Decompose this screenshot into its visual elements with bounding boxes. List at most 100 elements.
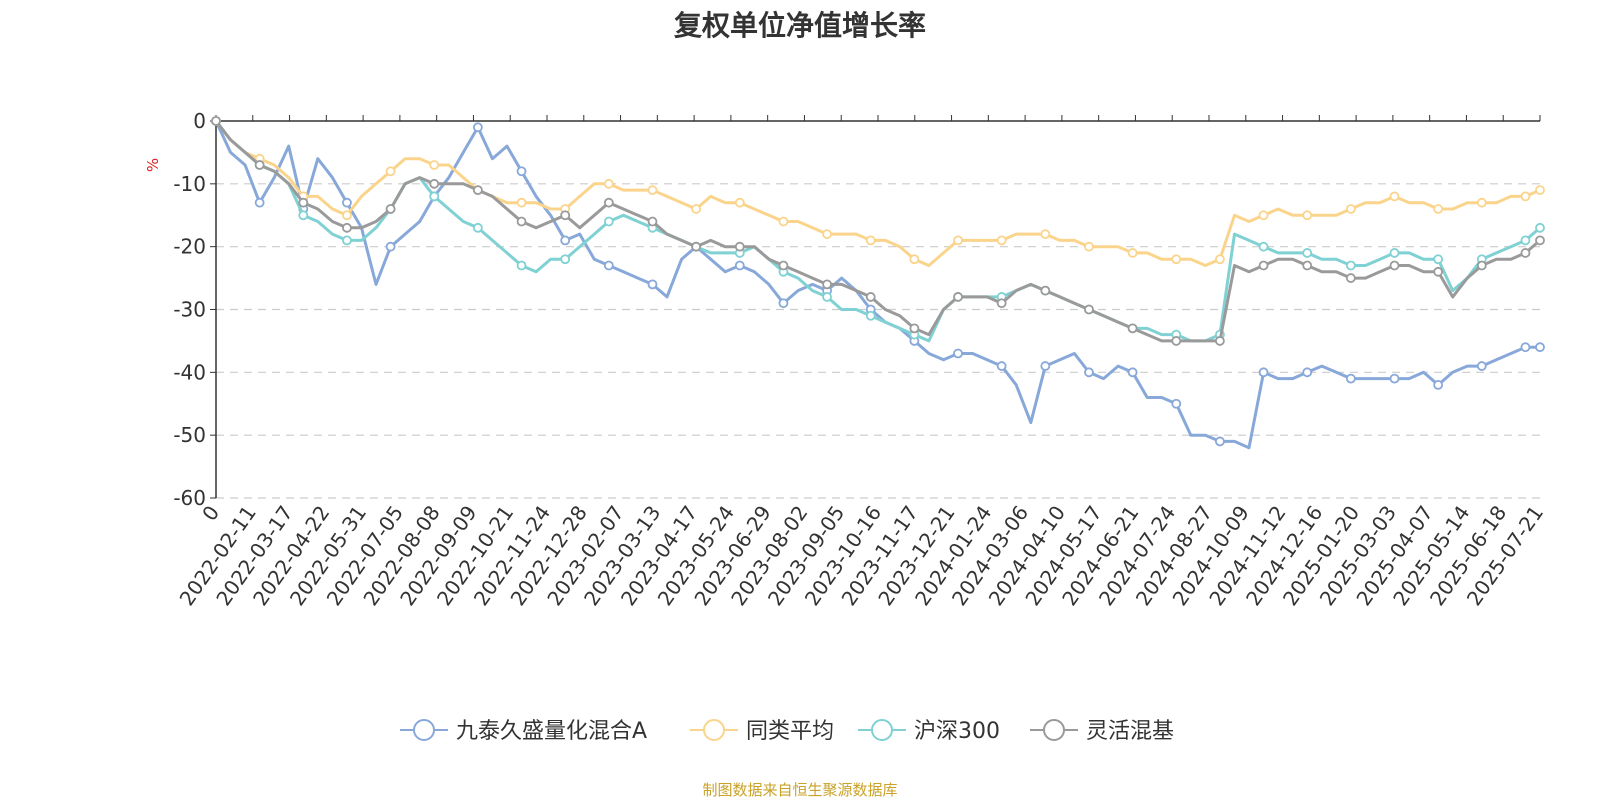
data-point (1389, 260, 1400, 271)
data-point (1215, 336, 1225, 346)
data-point (1127, 248, 1138, 258)
data-point (953, 292, 963, 302)
data-point (603, 197, 614, 208)
data-point (822, 229, 832, 240)
data-point (953, 348, 963, 359)
data-point (1127, 323, 1138, 334)
data-point (472, 185, 483, 196)
source-note: 制图数据来自恒生聚源数据库 (702, 781, 898, 799)
data-point (560, 254, 571, 265)
data-point (342, 222, 352, 233)
data-point (647, 185, 658, 196)
data-point (1040, 229, 1051, 240)
data-point (1127, 367, 1138, 378)
data-point (254, 197, 265, 208)
data-point (342, 197, 352, 208)
data-point (1215, 254, 1225, 265)
data-point (472, 122, 483, 133)
data-point (1535, 185, 1545, 196)
data-point (1389, 248, 1400, 258)
data-point (1476, 197, 1487, 208)
legend-marker (1043, 719, 1065, 741)
data-point (778, 216, 789, 227)
data-point (298, 197, 309, 208)
data-point (1171, 336, 1182, 346)
data-point (1433, 266, 1444, 277)
series-line (214, 120, 1541, 343)
data-point (472, 222, 483, 233)
data-point (1258, 210, 1269, 221)
legend-label: 九泰久盛量化混合A (456, 719, 647, 744)
data-point (865, 235, 876, 246)
data-point (1520, 191, 1531, 202)
legend-label: 同类平均 (746, 719, 834, 744)
data-point (560, 210, 571, 221)
y-tick-label: -20 (173, 235, 206, 259)
data-point (516, 216, 527, 227)
data-point (1433, 254, 1444, 265)
legend-label: 沪深300 (914, 719, 1000, 744)
data-point (865, 310, 876, 321)
series-line (214, 120, 1541, 267)
data-point (996, 298, 1007, 309)
data-point (1171, 398, 1182, 409)
series-line (214, 120, 1540, 450)
legend-marker (871, 719, 893, 741)
data-point (1258, 241, 1269, 252)
data-point (254, 160, 265, 170)
data-point (1389, 191, 1400, 202)
data-point (1535, 222, 1545, 233)
data-point (1215, 436, 1225, 447)
data-point (734, 260, 745, 271)
data-point (1258, 367, 1269, 378)
data-point (822, 292, 832, 302)
data-point (1302, 367, 1313, 378)
data-point (1520, 235, 1531, 246)
data-point (342, 235, 352, 246)
data-point (1476, 361, 1487, 371)
data-point (1535, 235, 1545, 246)
data-point (385, 241, 396, 252)
data-point (429, 178, 440, 189)
data-point (734, 241, 745, 252)
data-point (560, 235, 571, 246)
y-axis-unit-label: % (144, 158, 162, 172)
data-point (1345, 260, 1356, 271)
series-line (214, 120, 1541, 343)
legend-marker (703, 719, 725, 741)
y-tick-label: -40 (173, 360, 206, 384)
data-point (385, 166, 396, 177)
data-point (385, 204, 396, 214)
data-point (516, 260, 527, 271)
data-point (822, 279, 832, 290)
data-point (909, 323, 920, 334)
data-point (342, 210, 352, 221)
y-tick-label: 0 (193, 109, 206, 133)
data-point (1345, 273, 1356, 283)
x-tick-label: 0 (197, 501, 224, 525)
data-point (603, 216, 614, 227)
data-point (647, 216, 658, 227)
data-point (953, 235, 963, 246)
data-point (1258, 260, 1269, 271)
data-point (1302, 210, 1313, 221)
data-point (516, 197, 527, 208)
data-point (516, 166, 527, 177)
data-point (1345, 373, 1356, 384)
data-point (647, 279, 658, 290)
data-point (691, 241, 702, 252)
y-tick-label: -30 (173, 298, 206, 322)
data-point (1433, 204, 1444, 214)
data-point (1084, 241, 1094, 252)
data-point (1171, 254, 1182, 265)
data-point (1302, 260, 1313, 271)
data-point (1476, 260, 1487, 271)
data-point (603, 260, 614, 271)
data-point (909, 254, 920, 265)
data-point (1040, 361, 1051, 371)
data-point (1084, 304, 1094, 315)
data-point (1535, 342, 1545, 353)
legend-label: 灵活混基 (1086, 719, 1174, 744)
data-point (996, 361, 1007, 371)
